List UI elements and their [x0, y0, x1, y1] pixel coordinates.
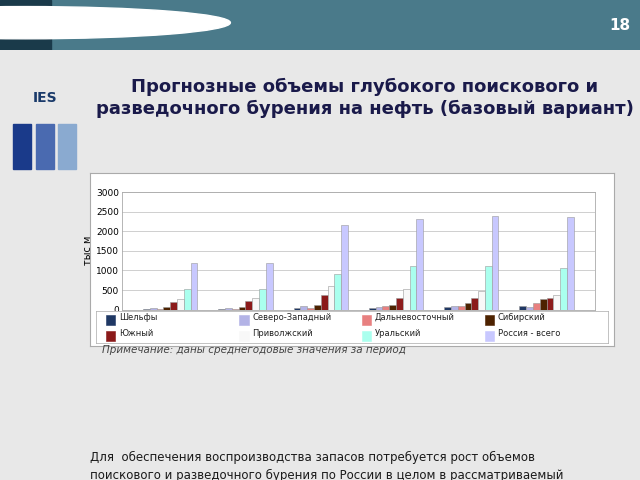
Bar — [334, 274, 341, 310]
Bar — [465, 303, 471, 310]
Text: Северо-Западный: Северо-Западный — [252, 313, 332, 322]
Bar — [106, 331, 115, 341]
Text: Прогнозные объемы глубокого поискового и
разведочного бурения на нефть (базовый : Прогнозные объемы глубокого поискового и… — [96, 78, 634, 119]
Bar — [13, 124, 31, 169]
Bar — [560, 268, 567, 310]
Bar — [451, 306, 458, 310]
Circle shape — [0, 7, 230, 39]
Text: IЕS: IЕS — [33, 91, 57, 105]
Bar — [369, 308, 376, 310]
Bar — [526, 307, 533, 310]
Bar — [307, 308, 314, 310]
Text: Дальневосточный: Дальневосточный — [375, 313, 455, 322]
Bar — [520, 306, 526, 310]
Bar — [170, 302, 177, 310]
Bar — [383, 306, 389, 310]
Bar — [0, 0, 51, 50]
Text: Приволжский: Приволжский — [252, 329, 313, 338]
Bar — [471, 298, 478, 310]
Bar — [225, 309, 232, 310]
Bar — [106, 315, 115, 324]
Bar — [389, 304, 396, 310]
Bar — [321, 296, 328, 310]
Bar — [300, 306, 307, 310]
Bar — [567, 217, 573, 310]
Bar — [314, 305, 321, 310]
Bar — [163, 307, 170, 310]
Bar — [362, 331, 371, 341]
Bar — [403, 289, 410, 310]
Bar — [259, 289, 266, 310]
Bar — [485, 331, 494, 341]
Text: Для  обеспечения воспроизводства запасов потребуется рост объемов
поискового и р: Для обеспечения воспроизводства запасов … — [90, 451, 563, 480]
Bar — [184, 289, 191, 310]
Bar — [246, 301, 252, 310]
Bar — [232, 309, 239, 310]
Bar — [362, 315, 371, 324]
Bar — [485, 315, 494, 324]
Bar — [239, 308, 246, 310]
Bar — [191, 263, 197, 310]
Bar — [533, 303, 540, 310]
Bar — [341, 225, 348, 310]
Bar — [458, 306, 465, 310]
Text: Южный: Южный — [119, 329, 154, 338]
Bar — [177, 299, 184, 310]
Text: Шельфы: Шельфы — [119, 313, 157, 322]
Bar — [239, 331, 248, 341]
Bar — [36, 124, 54, 169]
Bar — [444, 307, 451, 310]
Bar — [485, 266, 492, 310]
Bar — [157, 309, 163, 310]
Bar — [328, 286, 334, 310]
Bar — [294, 308, 300, 310]
Y-axis label: тыс м: тыс м — [83, 236, 93, 265]
Text: Сибирский: Сибирский — [498, 313, 546, 322]
Bar — [547, 298, 554, 310]
Text: Уральский: Уральский — [375, 329, 421, 338]
Bar — [266, 263, 273, 310]
Bar — [554, 295, 560, 310]
Bar — [150, 309, 157, 310]
Bar — [58, 124, 76, 169]
Bar — [396, 298, 403, 310]
Text: Примечание: даны среднегодовые значения за период: Примечание: даны среднегодовые значения … — [102, 345, 406, 355]
Bar — [478, 291, 485, 310]
Bar — [410, 266, 417, 310]
Bar — [417, 219, 423, 310]
Bar — [376, 307, 383, 310]
Text: 18: 18 — [609, 18, 630, 33]
Bar — [492, 216, 499, 310]
Bar — [239, 315, 248, 324]
Bar — [540, 299, 547, 310]
Text: Россия - всего: Россия - всего — [498, 329, 560, 338]
Bar — [252, 298, 259, 310]
